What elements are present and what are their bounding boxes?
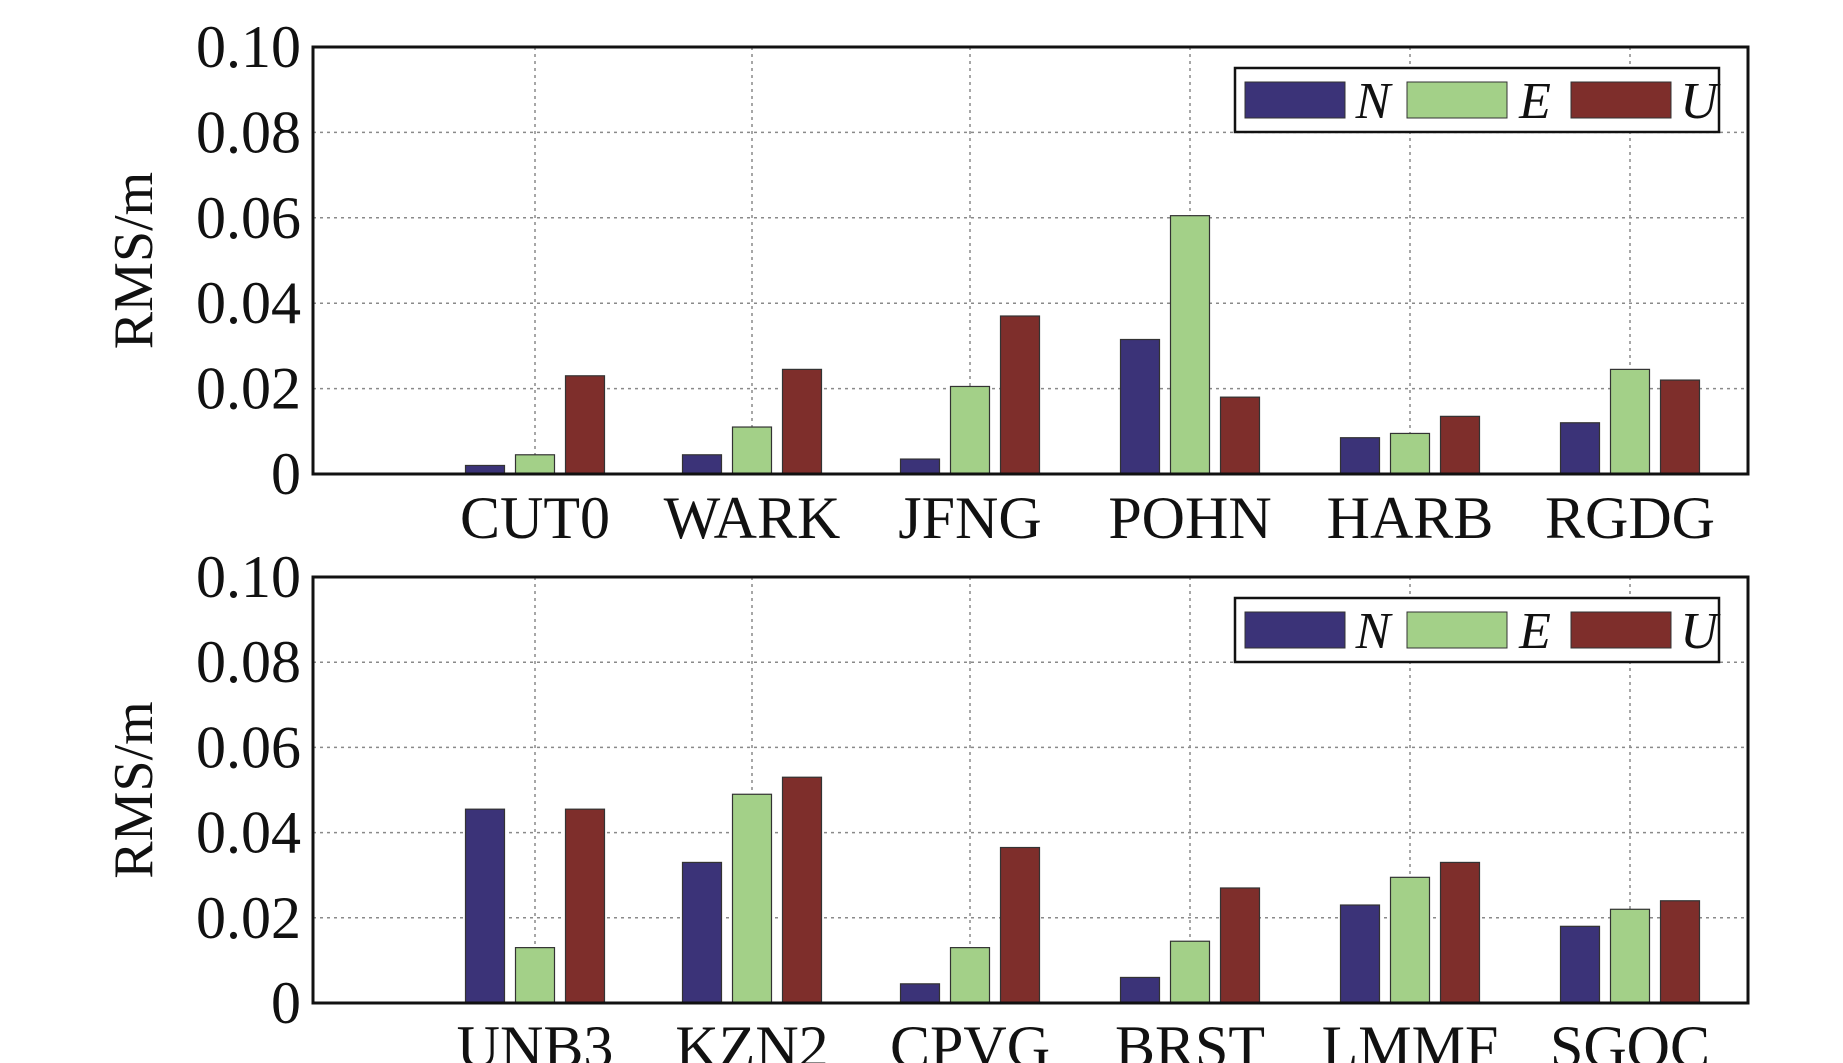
bar-U-UNB3 <box>564 808 606 1004</box>
bar-N-WARK <box>681 454 723 475</box>
bar-N-UNB3 <box>464 808 506 1004</box>
x-tick-label: WARK <box>664 485 841 551</box>
legend-swatch-U <box>1570 81 1672 119</box>
x-tick-label: SGOC <box>1550 1014 1710 1063</box>
legend-swatch-N <box>1244 611 1346 649</box>
y-tick-label: 0.06 <box>196 185 301 251</box>
legend-swatch-E <box>1406 611 1508 649</box>
legend-swatch-N <box>1244 81 1346 119</box>
bar-N-LMMF <box>1339 904 1381 1004</box>
x-tick-label: JFNG <box>898 485 1041 551</box>
x-tick-label: BRST <box>1115 1014 1265 1063</box>
legend-label-U: U <box>1680 73 1721 130</box>
x-tick-label: POHN <box>1108 485 1271 551</box>
bar-U-SGOC <box>1659 900 1701 1004</box>
chart-panel-1: 0 0.02 0.04 0.06 0.08 0.10 CUT0 WARK JFNG POHN HAR… <box>103 14 1750 551</box>
x-tick-label: HARB <box>1327 485 1494 551</box>
y-tick-label: 0.08 <box>196 629 301 695</box>
bar-E-LMMF <box>1389 876 1431 1004</box>
bar-U-CPVG <box>999 846 1041 1004</box>
x-tick-label: CPVG <box>890 1014 1050 1063</box>
legend-label-E: E <box>1518 603 1551 660</box>
y-tick-label: 0.10 <box>196 14 301 80</box>
y-tick-label: 0.08 <box>196 99 301 165</box>
bar-U-HARB <box>1439 415 1481 475</box>
bar-E-WARK <box>731 426 773 475</box>
x-tick-label: LMMF <box>1322 1014 1499 1063</box>
y-tick-label: 0.06 <box>196 714 301 780</box>
bar-U-JFNG <box>999 315 1041 475</box>
x-tick-label: RGDG <box>1545 485 1715 551</box>
y-tick-label: 0 <box>271 970 301 1036</box>
bar-U-WARK <box>781 368 823 475</box>
bar-N-CPVG <box>899 983 941 1004</box>
bar-E-HARB <box>1389 432 1431 475</box>
legend-label-N: N <box>1355 603 1394 660</box>
x-tick-label: CUT0 <box>460 485 610 551</box>
plot-frame <box>311 575 1750 1005</box>
legend-swatch-E <box>1406 81 1508 119</box>
bar-N-BRST <box>1119 976 1161 1004</box>
bar-U-KZN2 <box>781 776 823 1004</box>
bar-N-SGOC <box>1559 925 1601 1004</box>
bar-E-RGDG <box>1609 368 1651 475</box>
y-tick-label: 0.10 <box>196 544 301 610</box>
bar-U-RGDG <box>1659 379 1701 475</box>
bar-U-LMMF <box>1439 861 1481 1004</box>
y-tick-label: 0.02 <box>196 885 301 951</box>
bar-E-CUT0 <box>514 454 556 475</box>
legend-label-E: E <box>1518 73 1551 130</box>
y-tick-label: 0.04 <box>196 800 301 866</box>
bar-U-BRST <box>1219 887 1261 1004</box>
y-tick-label: 0.02 <box>196 356 301 422</box>
bar-N-KZN2 <box>681 861 723 1004</box>
bar-E-SGOC <box>1609 908 1651 1004</box>
bar-U-POHN <box>1219 396 1261 475</box>
legend-label-U: U <box>1680 603 1721 660</box>
bar-E-BRST <box>1169 940 1211 1004</box>
chart-panel-2: 0 0.02 0.04 0.06 0.08 0.10 UNB3 KZN2 CPVG BRST LMM… <box>103 544 1750 1063</box>
bar-N-RGDG <box>1559 422 1601 475</box>
bar-E-JFNG <box>949 385 991 475</box>
bar-N-POHN <box>1119 338 1161 475</box>
y-tick-label: 0 <box>271 441 301 507</box>
x-tick-label: UNB3 <box>457 1014 614 1063</box>
bar-N-HARB <box>1339 437 1381 475</box>
bar-E-KZN2 <box>731 793 773 1004</box>
y-axis-label: RMS/m <box>103 701 165 878</box>
legend-swatch-U <box>1570 611 1672 649</box>
plot-frame <box>311 45 1750 476</box>
x-tick-label: KZN2 <box>675 1014 828 1063</box>
bar-E-POHN <box>1169 215 1211 475</box>
bar-U-CUT0 <box>564 375 606 475</box>
y-axis-label: RMS/m <box>103 172 165 349</box>
legend-label-N: N <box>1355 73 1394 130</box>
bar-E-CPVG <box>949 947 991 1004</box>
bar-N-JFNG <box>899 458 941 475</box>
bar-E-UNB3 <box>514 947 556 1004</box>
y-tick-label: 0.04 <box>196 270 301 336</box>
